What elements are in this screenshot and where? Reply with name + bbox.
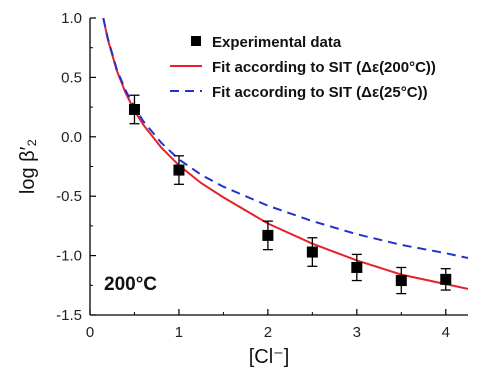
x-tick-label: 4 [442, 324, 450, 341]
data-point [440, 273, 452, 285]
x-tick-label: 3 [353, 324, 361, 341]
data-point [173, 164, 185, 176]
y-tick-label: 0.5 [61, 69, 82, 86]
data-point [262, 229, 274, 241]
x-tick-label: 1 [175, 324, 183, 341]
x-axis-title: [Cl⁻] [249, 346, 290, 368]
y-tick-label: -0.5 [56, 188, 82, 205]
y-tick-label: -1.5 [56, 307, 82, 324]
data-point [395, 275, 407, 287]
legend-label: Experimental data [212, 34, 342, 51]
data-point [128, 103, 140, 115]
series-layer [102, 18, 468, 295]
legend-label: Fit according to SIT (Δε(25°C)) [212, 84, 428, 101]
y-tick-label: 0.0 [61, 129, 82, 146]
legend-marker-experimental [191, 36, 201, 46]
y-tick-label: -1.0 [56, 248, 82, 265]
y-tick-label: 1.0 [61, 10, 82, 27]
legend: Experimental data Fit according to SIT (Δ… [170, 34, 436, 101]
y-axis-title: log β′₂ [17, 139, 39, 194]
x-tick-label: 0 [86, 324, 94, 341]
fit-line-25c [102, 18, 468, 259]
x-tick-label: 2 [264, 324, 272, 341]
data-point [306, 246, 318, 258]
legend-label: Fit according to SIT (Δε(200°C)) [212, 59, 436, 76]
axes: 0 1 2 3 4 1.0 0.5 0.0 -0.5 -1.0 -1.5 [Cl⁻] log β′₂ [17, 10, 468, 368]
temperature-annotation: 200°C [104, 274, 157, 295]
data-point [351, 261, 363, 273]
